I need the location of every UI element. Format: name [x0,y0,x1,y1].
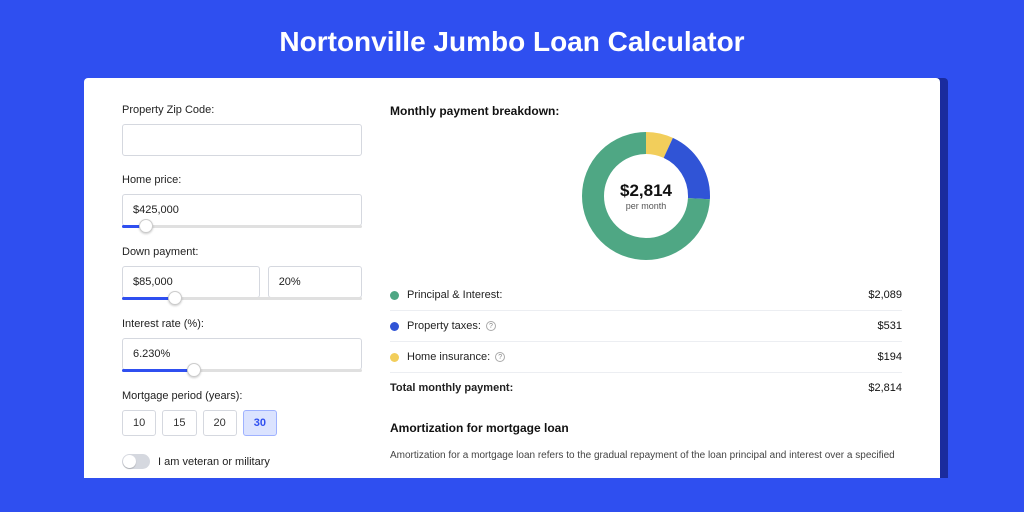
legend-row-2: Home insurance:?$194 [390,341,902,372]
period-btn-15[interactable]: 15 [162,410,196,436]
donut-center-amount: $2,814 [620,181,672,201]
down-payment-slider-thumb[interactable] [168,291,182,305]
amortization-title: Amortization for mortgage loan [390,421,902,435]
interest-rate-slider[interactable] [122,369,362,372]
legend-row-0: Principal & Interest: $2,089 [390,280,902,310]
legend-label: Property taxes:? [407,320,878,332]
donut-chart: $2,814 per month [582,132,710,260]
info-icon[interactable]: ? [486,321,496,331]
donut-center-sub: per month [620,201,672,211]
donut-chart-wrap: $2,814 per month [390,132,902,260]
calculator-panel: Property Zip Code: Home price: Down paym… [84,78,940,478]
legend-label: Home insurance:? [407,351,878,363]
legend-label-text: Principal & Interest: [407,289,502,301]
down-payment-amount-input[interactable] [122,266,260,298]
legend-value: $531 [878,320,902,332]
veteran-toggle[interactable] [122,454,150,469]
veteran-toggle-row: I am veteran or military [122,454,362,469]
zip-input[interactable] [122,124,362,156]
breakdown-column: Monthly payment breakdown: $2,814 per mo… [390,104,902,478]
breakdown-legend: Principal & Interest: $2,089 Property taxe… [390,280,902,372]
zip-field-group: Property Zip Code: [122,104,362,156]
legend-dot [390,322,399,331]
inputs-column: Property Zip Code: Home price: Down paym… [122,104,362,478]
amortization-section: Amortization for mortgage loan Amortizat… [390,421,902,463]
down-payment-field-group: Down payment: [122,246,362,300]
home-price-field-group: Home price: [122,174,362,228]
interest-rate-label: Interest rate (%): [122,318,362,330]
down-payment-slider[interactable] [122,297,362,300]
legend-label-text: Property taxes: [407,320,481,332]
down-payment-slider-fill [122,297,175,300]
home-price-input[interactable] [122,194,362,226]
breakdown-total-label: Total monthly payment: [390,382,868,394]
legend-value: $194 [878,351,902,363]
veteran-toggle-knob [123,455,136,468]
breakdown-total-value: $2,814 [868,382,902,394]
home-price-label: Home price: [122,174,362,186]
period-btn-20[interactable]: 20 [203,410,237,436]
mortgage-period-field-group: Mortgage period (years): 1015 2030 [122,390,362,436]
donut-center: $2,814 per month [620,181,672,211]
page-title: Nortonville Jumbo Loan Calculator [0,0,1024,78]
legend-dot [390,353,399,362]
breakdown-total-row: Total monthly payment: $2,814 [390,372,902,403]
legend-row-1: Property taxes:?$531 [390,310,902,341]
interest-rate-slider-fill [122,369,194,372]
home-price-slider[interactable] [122,225,362,228]
down-payment-percent-input[interactable] [268,266,362,298]
legend-dot [390,291,399,300]
zip-label: Property Zip Code: [122,104,362,116]
down-payment-label: Down payment: [122,246,362,258]
amortization-text: Amortization for a mortgage loan refers … [390,449,902,463]
veteran-label: I am veteran or military [158,456,270,468]
mortgage-period-options: 1015 2030 [122,410,362,436]
interest-rate-field-group: Interest rate (%): [122,318,362,372]
interest-rate-slider-thumb[interactable] [187,363,201,377]
legend-label-text: Home insurance: [407,351,490,363]
breakdown-title: Monthly payment breakdown: [390,104,902,118]
period-btn-10[interactable]: 10 [122,410,156,436]
legend-value: $2,089 [868,289,902,301]
period-btn-30[interactable]: 30 [243,410,277,436]
home-price-slider-thumb[interactable] [139,219,153,233]
mortgage-period-label: Mortgage period (years): [122,390,362,402]
legend-label: Principal & Interest: [407,289,868,301]
info-icon[interactable]: ? [495,352,505,362]
interest-rate-input[interactable] [122,338,362,370]
